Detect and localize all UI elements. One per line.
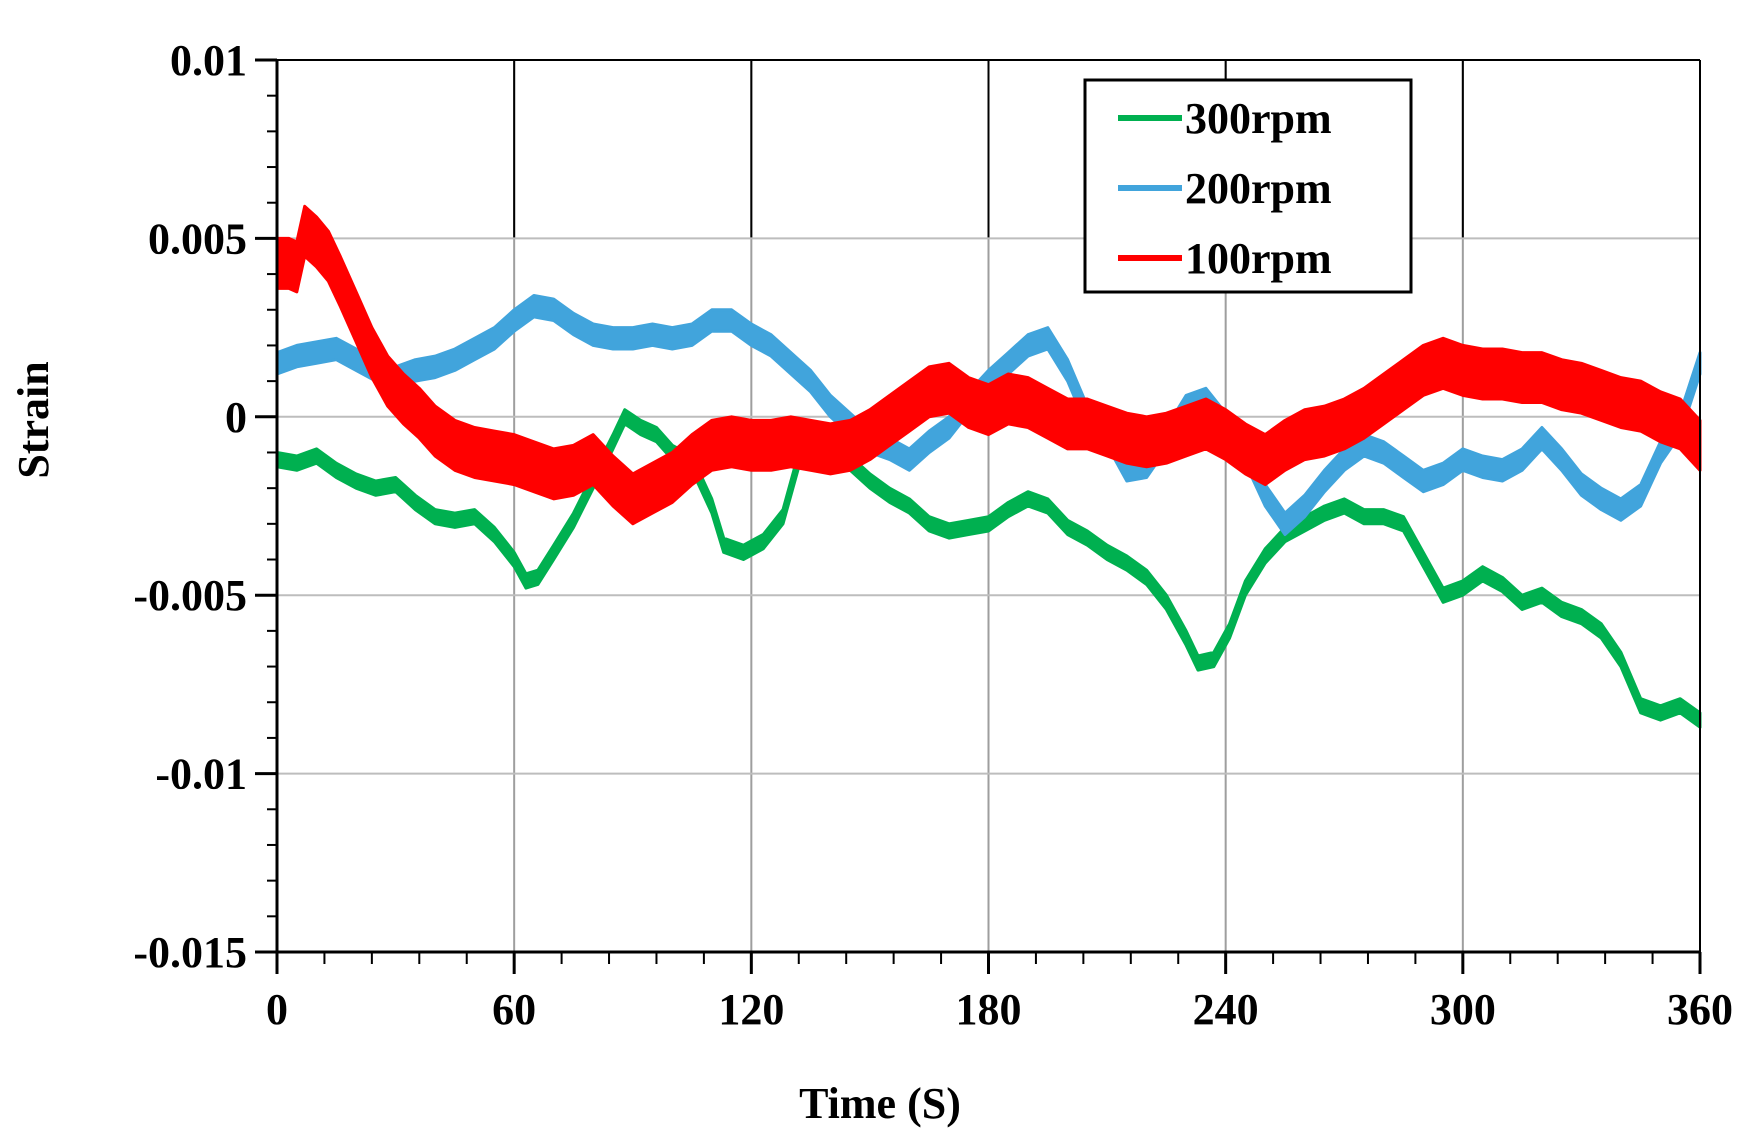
y-tick-label: 0.01 <box>170 36 247 85</box>
y-tick-label: -0.015 <box>133 928 247 977</box>
x-axis-title: Time (S) <box>799 1079 961 1128</box>
x-tick-label: 60 <box>492 985 536 1034</box>
x-tick-label: 300 <box>1430 985 1496 1034</box>
y-axis-title: Strain <box>9 361 58 478</box>
x-tick-label: 360 <box>1667 985 1733 1034</box>
x-tick-label: 180 <box>956 985 1022 1034</box>
x-tick-label: 240 <box>1193 985 1259 1034</box>
plot-area: 0.01 0.005 0 -0.005 -0.01 -0.015 0 60 120 180 240 3… <box>133 36 1733 1034</box>
y-tick-label: -0.005 <box>133 571 247 620</box>
legend-label-100rpm: 100rpm <box>1185 234 1332 283</box>
x-tick-label: 0 <box>266 985 288 1034</box>
y-axis-title-group: Strain <box>9 361 58 478</box>
y-tick-label: 0 <box>225 393 247 442</box>
y-tick-label: -0.01 <box>155 750 247 799</box>
legend: 300rpm 200rpm 100rpm <box>1083 78 1413 294</box>
legend-label-200rpm: 200rpm <box>1185 164 1332 213</box>
y-tick-label: 0.005 <box>148 214 247 263</box>
legend-label-300rpm: 300rpm <box>1185 94 1332 143</box>
x-tick-label: 120 <box>718 985 784 1034</box>
